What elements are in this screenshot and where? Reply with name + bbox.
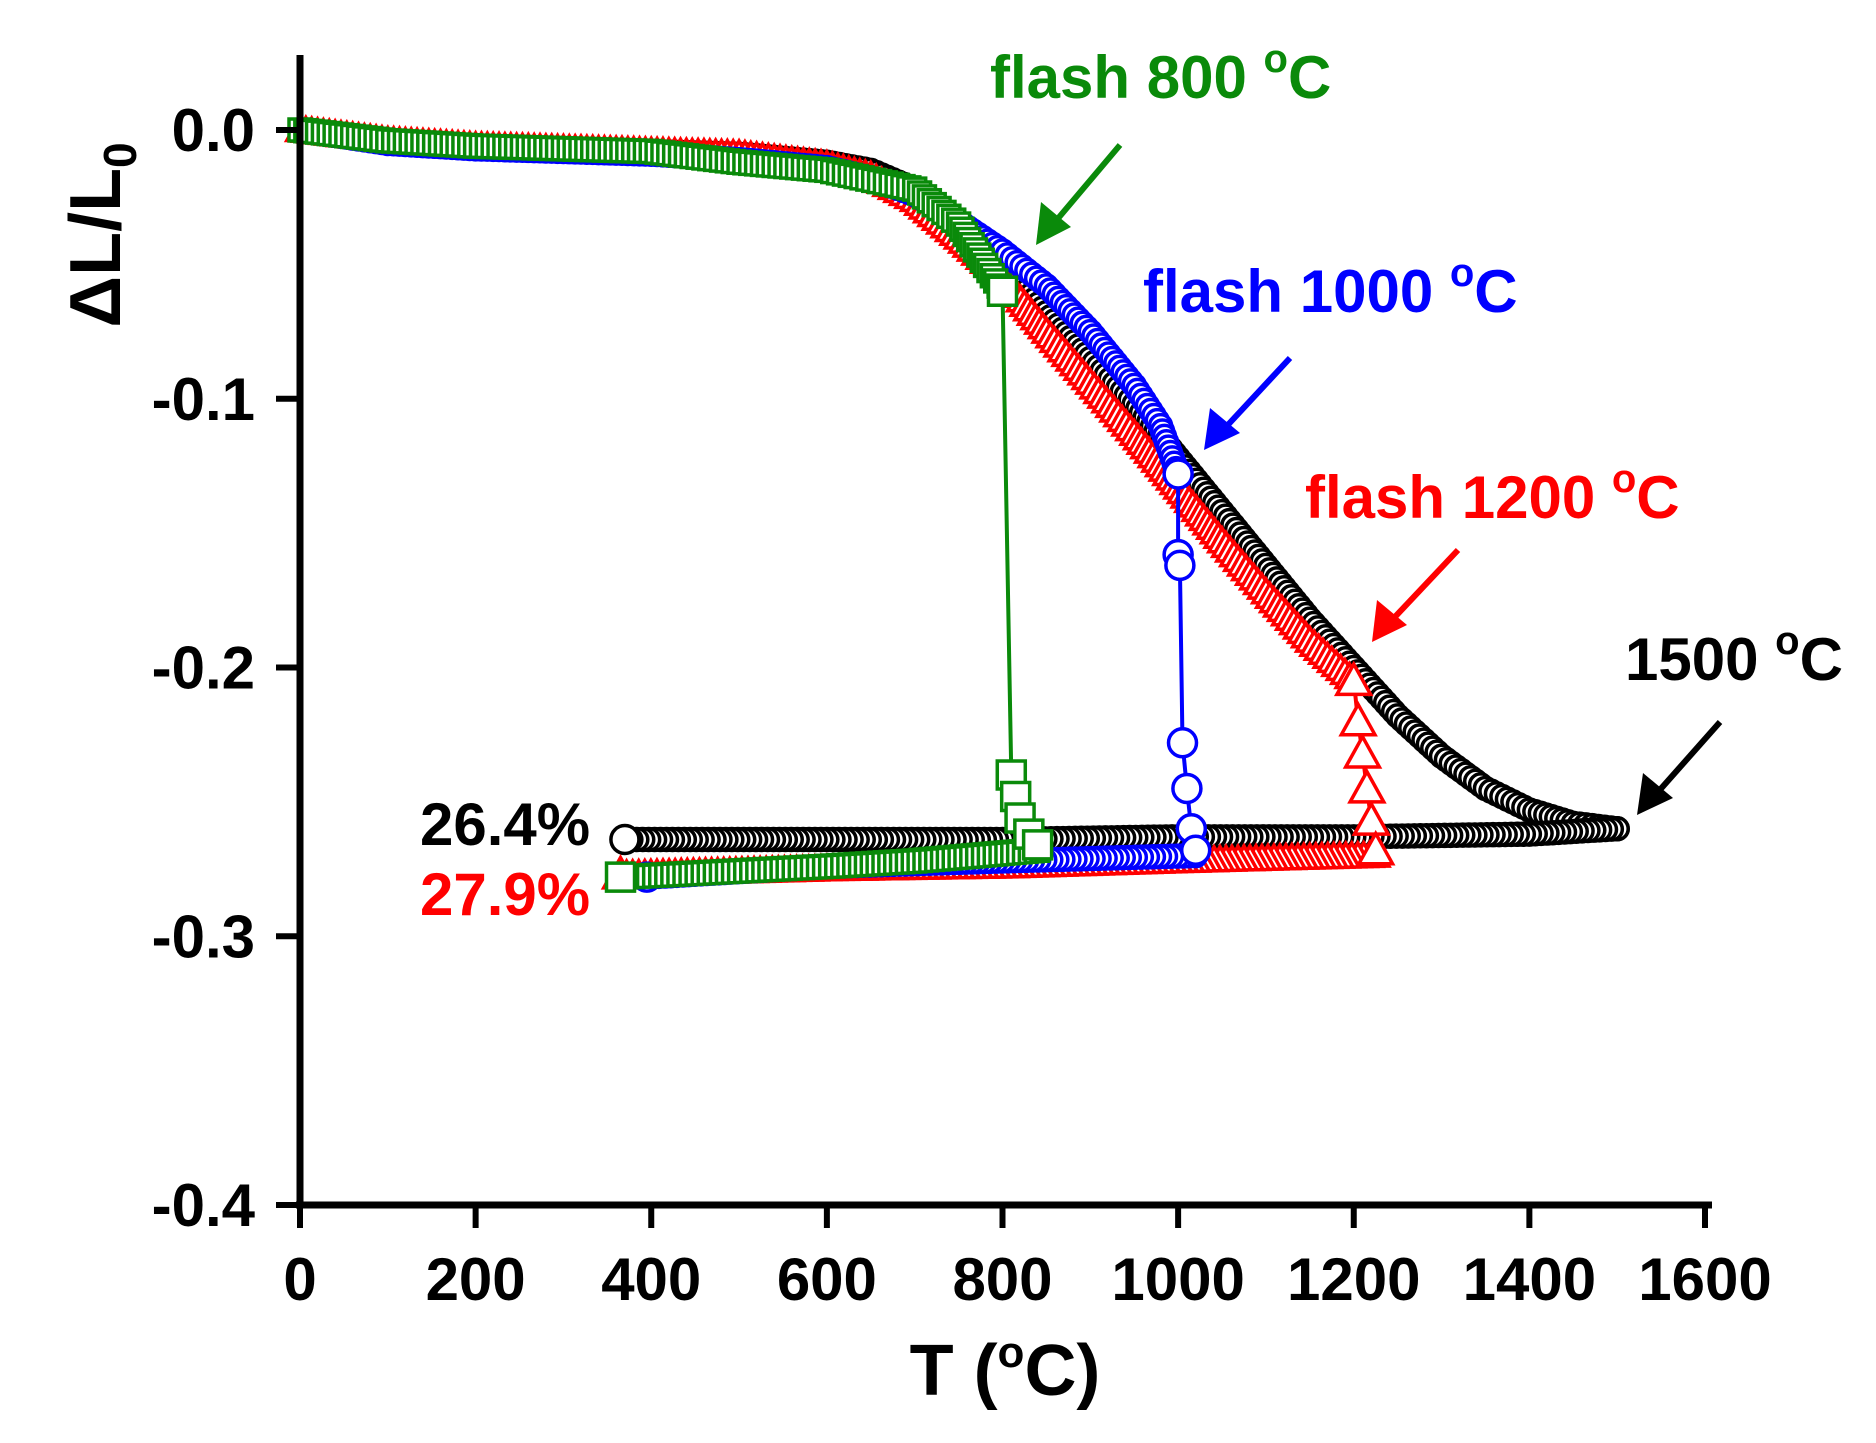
y-tick-label: -0.4 — [152, 1172, 256, 1239]
data-point — [604, 861, 637, 893]
arrow-1500 — [1637, 720, 1723, 815]
label-flash1000: flash 1000 oC — [1143, 251, 1518, 325]
data-point — [1351, 800, 1392, 836]
label-flash1200: flash 1200 oC — [1305, 457, 1680, 531]
data-point — [1347, 768, 1387, 804]
data-point — [1179, 834, 1212, 866]
x-tick-label: 200 — [426, 1246, 526, 1313]
data-point — [1171, 772, 1203, 805]
data-point — [1164, 549, 1196, 582]
x-axis-title: T (oC) — [910, 1328, 1101, 1411]
ticks-layer: 0 200 400 600 800 1000 1200 1400 1600 0.0 -0.1 -0.2… — [152, 97, 1772, 1313]
x-tick-label: 0 — [283, 1246, 316, 1313]
y-tick-label: 0.0 — [172, 97, 255, 164]
y-tick-label: -0.3 — [152, 903, 255, 970]
x-tick-label: 1000 — [1111, 1246, 1244, 1313]
data-point — [1021, 829, 1054, 861]
arrow-flash1200 — [1372, 547, 1461, 642]
data-point — [1162, 458, 1194, 490]
x-tick-label: 400 — [601, 1246, 701, 1313]
data-point — [1342, 733, 1383, 769]
series-layer — [283, 113, 1630, 893]
data-point — [986, 275, 1019, 307]
x-tick-label: 1400 — [1463, 1246, 1596, 1313]
label-pct-black: 26.4% — [420, 791, 590, 858]
series-line — [299, 128, 1040, 880]
series-flash-800-c — [287, 117, 1054, 893]
label-pct-red: 27.9% — [420, 861, 590, 928]
data-point — [1355, 829, 1396, 866]
y-axis-title: ΔL/L0 — [56, 142, 146, 327]
y-tick-label: -0.1 — [152, 366, 255, 433]
arrow-flash1000 — [1204, 355, 1293, 450]
y-tick-label: -0.2 — [152, 635, 255, 702]
x-tick-label: 800 — [952, 1246, 1052, 1313]
x-tick-label: 1600 — [1638, 1246, 1771, 1313]
series-flash-1000-c — [287, 117, 1212, 893]
label-1500: 1500 oC — [1625, 619, 1843, 693]
series-line — [299, 128, 1198, 880]
x-tick-label: 600 — [777, 1246, 877, 1313]
data-point — [1338, 700, 1378, 737]
data-point — [609, 823, 641, 856]
arrow-flash800 — [1036, 143, 1123, 245]
data-point — [1333, 660, 1374, 697]
x-tick-label: 1200 — [1287, 1246, 1420, 1313]
data-point — [1166, 727, 1199, 759]
label-flash800: flash 800 oC — [990, 37, 1331, 111]
